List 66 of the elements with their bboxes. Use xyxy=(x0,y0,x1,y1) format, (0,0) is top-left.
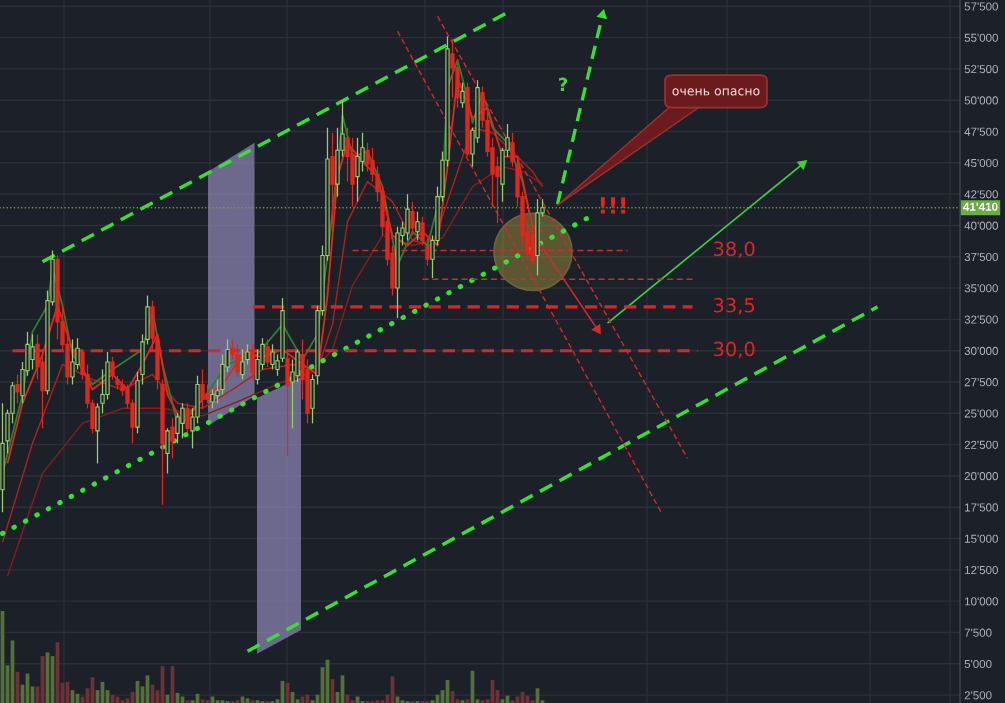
bar xyxy=(220,700,225,703)
candlestick xyxy=(420,216,425,247)
y-tick-label: 15'000 xyxy=(965,534,998,543)
y-tick-label: 50'000 xyxy=(964,96,998,105)
candlestick xyxy=(170,417,175,460)
bar xyxy=(540,700,545,703)
bar xyxy=(205,700,210,703)
bar xyxy=(310,700,315,703)
y-tick-label: 35'000 xyxy=(964,284,998,293)
bar xyxy=(185,700,190,703)
y-tick-label: 45'000 xyxy=(964,158,998,168)
y-tick-label: 37'500 xyxy=(964,252,998,262)
y-tick-label: 2'500 xyxy=(964,691,992,700)
bar xyxy=(380,700,385,703)
line-series xyxy=(1,127,544,544)
y-tick-label: 32'500 xyxy=(964,315,998,324)
bar xyxy=(190,700,195,703)
bar xyxy=(120,700,125,703)
candlestick xyxy=(460,82,465,109)
candlestick xyxy=(95,402,100,465)
bar xyxy=(530,700,535,703)
y-tick-label: 17'500 xyxy=(965,503,998,512)
y-tick-label: 25'000 xyxy=(964,409,998,418)
y-tick-label: 22'500 xyxy=(964,440,998,449)
candlestick xyxy=(240,348,245,381)
annotation: очень опасно xyxy=(672,88,760,96)
annotation: ? xyxy=(559,77,568,91)
bar xyxy=(400,700,405,703)
line-series xyxy=(6,165,544,577)
y-tick-label: 5'000 xyxy=(964,659,992,669)
bar xyxy=(375,700,380,703)
text: 38,0 xyxy=(713,241,755,259)
candlestick xyxy=(425,237,430,267)
y-tick-label: 7'500 xyxy=(964,628,992,637)
candlestick xyxy=(510,132,515,168)
bar xyxy=(235,700,240,703)
bar xyxy=(430,700,435,703)
candlestick xyxy=(165,427,170,475)
y-tick-label: 55'000 xyxy=(964,33,998,42)
y-tick-label: 27'500 xyxy=(964,378,998,387)
candlestick xyxy=(110,356,115,381)
candlestick xyxy=(15,373,20,404)
ref-line-label: 41'410 xyxy=(963,202,998,211)
series-label: 30,0 xyxy=(713,341,755,359)
bar xyxy=(510,700,515,703)
y-tick-label: 57'500 xyxy=(964,2,998,11)
series-label: 33,5 xyxy=(713,297,755,315)
candlestick xyxy=(245,343,250,366)
candlestick xyxy=(410,201,415,237)
annotation: !!! xyxy=(600,197,626,214)
bar xyxy=(255,700,260,703)
candlestick xyxy=(415,211,420,242)
y-tick-label: 20'000 xyxy=(964,472,998,481)
y-tick-label: 10'000 xyxy=(965,597,998,606)
y-tick-label: 12'500 xyxy=(965,565,998,575)
bar xyxy=(480,700,485,703)
y-tick-label: 47'500 xyxy=(964,127,998,136)
y-tick-label: 52'500 xyxy=(964,65,998,74)
bar xyxy=(250,700,255,703)
bar xyxy=(460,700,465,703)
y-tick-label: 40'000 xyxy=(964,221,998,230)
candlestick xyxy=(185,402,190,434)
bar xyxy=(350,700,355,703)
bar xyxy=(215,700,220,703)
y-tick-label: 42'500 xyxy=(964,190,998,199)
y-tick-label: 30'000 xyxy=(964,346,998,355)
